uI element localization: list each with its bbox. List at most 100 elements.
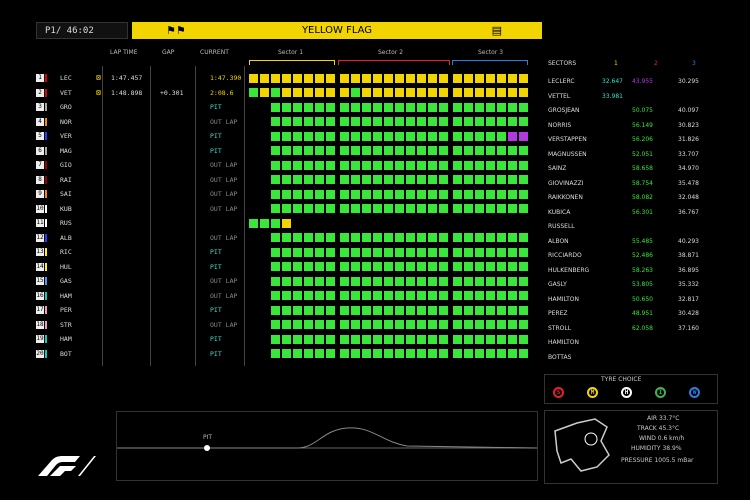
team-color (45, 349, 47, 358)
driver-row[interactable]: 7 GIO OUT LAP (36, 159, 536, 171)
driver-row[interactable]: 11 RUS (36, 217, 536, 229)
mini-sector (340, 349, 349, 358)
mini-sector (508, 189, 517, 199)
driver-row[interactable]: 20 BOT PIT (36, 348, 536, 360)
mini-sector (439, 276, 448, 286)
mini-sector (271, 320, 280, 329)
mini-sector (304, 117, 313, 126)
sector3-time: 35.332 (678, 281, 699, 288)
separator (195, 66, 196, 366)
mini-sector (395, 320, 404, 329)
mini-sector (453, 291, 462, 300)
mini-sector (417, 88, 426, 97)
mini-sector (362, 146, 371, 155)
mini-sector (428, 131, 437, 141)
driver-row[interactable]: 3 GRO PIT (36, 101, 536, 113)
mini-sector (315, 349, 324, 358)
driver-row[interactable]: 19 HAM PIT (36, 333, 536, 345)
mini-sector (326, 73, 335, 83)
mini-sector (497, 305, 506, 315)
driver-name: LECLERC (548, 78, 575, 85)
mini-sector (326, 117, 335, 126)
driver-name: MAGNUSSEN (548, 150, 587, 158)
sector-num-1: 1 (614, 60, 618, 67)
mini-sector (326, 204, 335, 213)
mini-sector (384, 189, 393, 199)
team-color (45, 190, 47, 198)
mini-sector (351, 175, 360, 184)
mini-sector (326, 160, 335, 170)
mini-sector (464, 291, 473, 300)
mini-sector (351, 276, 360, 286)
mini-sector (249, 88, 258, 97)
mini-sector (304, 276, 313, 286)
mini-sector (497, 334, 506, 344)
mini-sector (362, 73, 371, 83)
driver-row[interactable]: 1 LEC ⊠ 1:47.457 1:47.390 (36, 72, 536, 84)
mini-sector (453, 131, 462, 141)
mini-sector (373, 160, 382, 170)
sector-time-row: GASLY 53.805 35.332 (548, 279, 718, 291)
mini-sector (475, 247, 484, 257)
mini-sector (475, 160, 484, 170)
mini-sector (439, 73, 448, 83)
mini-sector (497, 160, 506, 170)
mini-sector (475, 88, 484, 97)
mini-sector (362, 102, 371, 112)
driver-row[interactable]: 12 ALB OUT LAP (36, 232, 536, 244)
driver-row[interactable]: 2 VET ⊠ 1:48.898 +0.301 2:08.6 (36, 87, 536, 99)
driver-row[interactable]: 18 STR OUT LAP (36, 319, 536, 331)
current-status: OUT LAP (210, 204, 238, 213)
mini-sector (508, 88, 517, 97)
team-color (45, 88, 47, 97)
mini-sector (497, 204, 506, 213)
driver-name: VETTEL (548, 92, 571, 100)
driver-name: GROSJEAN (548, 107, 580, 114)
driver-row[interactable]: 4 NOR OUT LAP (36, 116, 536, 128)
driver-row[interactable]: 14 HUL PIT (36, 261, 536, 273)
team-color (45, 335, 47, 343)
mini-sector (293, 305, 302, 315)
driver-row[interactable]: 10 KUB OUT LAP (36, 203, 536, 215)
mini-sector (453, 276, 462, 286)
driver-row[interactable]: 5 VER PIT (36, 130, 536, 142)
sector-num-3: 3 (692, 60, 696, 67)
mini-sector (340, 88, 349, 97)
mini-sector (326, 247, 335, 257)
mini-sector (351, 102, 360, 112)
driver-row[interactable]: 13 RIC PIT (36, 246, 536, 258)
position: 12 (36, 233, 44, 242)
tyre-i-icon[interactable]: I (655, 387, 666, 398)
sector2-label: Sector 2 (378, 49, 404, 56)
sector3-time: 30.823 (678, 121, 699, 129)
driver-name: RUSSELL (548, 223, 575, 230)
mini-sector (439, 247, 448, 257)
tyre-w-icon[interactable]: W (689, 387, 700, 398)
position: 19 (36, 335, 44, 343)
mini-sector (406, 305, 415, 315)
driver-row[interactable]: 17 PER PIT (36, 304, 536, 316)
driver-row[interactable]: 15 GAS OUT LAP (36, 275, 536, 287)
mini-sector (519, 175, 528, 184)
gap: +0.301 (160, 88, 184, 97)
mini-sector (406, 334, 415, 344)
mini-sector (362, 189, 371, 199)
driver-row[interactable]: 16 HAM OUT LAP (36, 290, 536, 302)
mini-sector (293, 291, 302, 300)
mini-sector (406, 204, 415, 213)
mini-sector (497, 233, 506, 242)
mini-sector (486, 102, 495, 112)
tyre-m-icon[interactable]: M (587, 387, 598, 398)
tyre-h-icon[interactable]: H (621, 387, 632, 398)
driver-code: HAM (60, 291, 72, 300)
mini-sector (384, 334, 393, 344)
driver-row[interactable]: 8 RAI OUT LAP (36, 174, 536, 186)
driver-row[interactable]: 9 SAI OUT LAP (36, 188, 536, 200)
mini-sector (282, 247, 291, 257)
mini-sector (249, 73, 258, 83)
mini-sector (475, 102, 484, 112)
tyre-s-icon[interactable]: S (553, 387, 564, 398)
lap-time: 1:48.898 (111, 88, 143, 97)
driver-row[interactable]: 6 MAG PIT (36, 145, 536, 157)
mini-sector (293, 320, 302, 329)
